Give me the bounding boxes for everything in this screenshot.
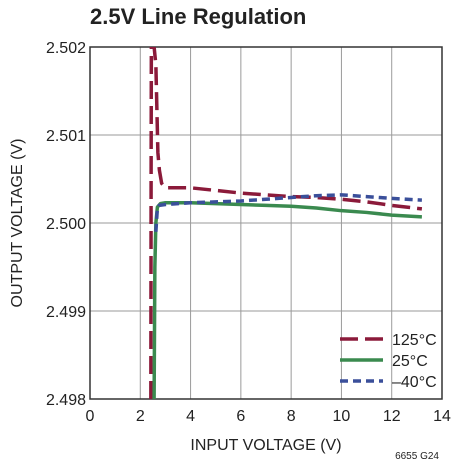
legend-label-2: –40°C <box>392 374 437 391</box>
y-tick-labels: 2.502 2.501 2.500 2.499 2.498 <box>46 40 86 409</box>
y-tick-label: 2.498 <box>46 392 86 409</box>
x-tick-label: 4 <box>186 408 195 425</box>
x-tick-label: 2 <box>136 408 145 425</box>
x-tick-labels: 0 2 4 6 8 10 12 14 <box>86 408 451 425</box>
figure-id: 6655 G24 <box>395 451 439 462</box>
x-axis-label: INPUT VOLTAGE (V) <box>190 437 341 454</box>
y-tick-label: 2.501 <box>46 128 86 145</box>
series-line-0 <box>149 47 423 399</box>
series-line-2 <box>154 193 422 232</box>
x-tick-label: 6 <box>236 408 245 425</box>
grid <box>90 47 442 399</box>
series-line-1 <box>152 201 422 399</box>
y-tick-label: 2.499 <box>46 304 86 321</box>
plot-frame <box>89 46 443 400</box>
y-tick-label: 2.502 <box>46 40 86 57</box>
x-tick-label: 0 <box>86 408 95 425</box>
x-tick-label: 14 <box>433 408 451 425</box>
legend-label-0: 125°C <box>392 332 437 349</box>
legend: 125°C 25°C –40°C <box>340 332 437 391</box>
legend-label-1: 25°C <box>392 353 428 370</box>
y-axis-label: OUTPUT VOLTAGE (V) <box>9 139 26 308</box>
series-layer <box>149 47 423 399</box>
x-tick-label: 12 <box>383 408 401 425</box>
x-tick-label: 8 <box>287 408 296 425</box>
y-tick-label: 2.500 <box>46 216 86 233</box>
chart-title: 2.5V Line Regulation <box>90 4 306 29</box>
x-tick-label: 10 <box>333 408 351 425</box>
